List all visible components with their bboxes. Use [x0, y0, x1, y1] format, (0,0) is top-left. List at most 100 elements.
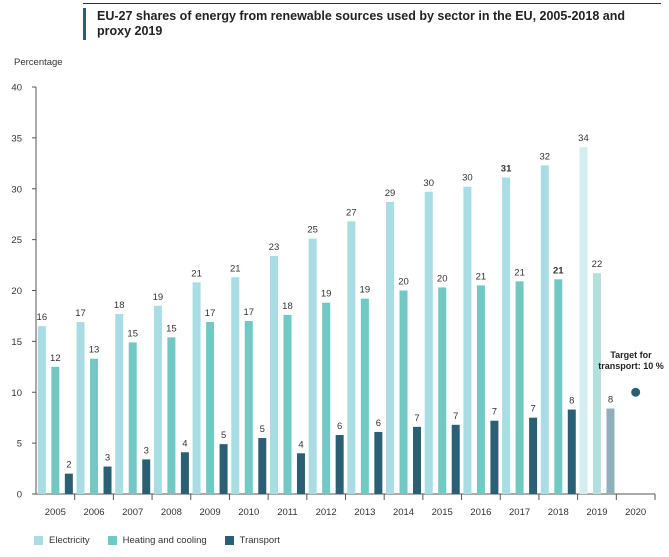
data-label: 20	[398, 277, 409, 288]
y-tick-label: 35	[11, 133, 22, 144]
bar	[502, 177, 511, 494]
x-tick-label: 2009	[200, 507, 221, 518]
bar	[606, 408, 615, 494]
data-label: 15	[127, 328, 138, 339]
data-label: 21	[191, 268, 202, 279]
data-label: 30	[423, 178, 434, 189]
data-label: 21	[514, 267, 525, 278]
chart-title: EU-27 shares of energy from renewable so…	[97, 9, 625, 38]
bar	[399, 290, 408, 494]
bar	[567, 409, 576, 494]
x-tick-label: 2013	[354, 507, 375, 518]
data-label: 19	[360, 285, 371, 296]
y-axis-label: Percentage	[14, 57, 63, 68]
y-tick-label: 15	[11, 337, 22, 348]
x-tick-label: 2008	[161, 507, 182, 518]
data-label: 17	[75, 308, 86, 319]
x-tick-label: 2018	[548, 507, 569, 518]
bar	[37, 326, 46, 494]
bar	[258, 438, 267, 494]
legend-item-electricity: Electricity	[34, 535, 90, 546]
x-tick-label: 2017	[509, 507, 530, 518]
y-tick-label: 25	[11, 235, 22, 246]
legend-swatch-transport	[224, 536, 234, 545]
data-label: 30	[462, 173, 473, 184]
bar	[51, 366, 60, 494]
bar	[115, 313, 124, 494]
bar	[490, 420, 499, 494]
y-tick-label: 10	[11, 388, 22, 399]
data-label: 7	[453, 411, 458, 422]
bar	[540, 165, 549, 494]
bar	[424, 191, 433, 495]
x-tick-label: 2019	[586, 507, 607, 518]
data-label: 22	[592, 259, 603, 270]
bar	[529, 417, 538, 494]
legend: Electricity Heating and cooling Transpor…	[34, 535, 280, 546]
data-label: 32	[539, 151, 550, 162]
bar	[476, 285, 485, 494]
data-label: 18	[114, 300, 125, 311]
data-label: 19	[153, 292, 164, 303]
x-tick-label: 2020	[625, 507, 646, 518]
y-tick-label: 5	[17, 439, 22, 450]
legend-item-heating-cooling: Heating and cooling	[107, 535, 207, 546]
y-tick-label: 30	[11, 184, 22, 195]
data-label: 27	[346, 207, 357, 218]
legend-label-transport: Transport	[239, 535, 280, 546]
data-label: 29	[385, 188, 396, 199]
data-label: 17	[243, 307, 254, 318]
x-tick-label: 2011	[277, 507, 297, 518]
data-label: 23	[269, 242, 280, 253]
bar	[192, 282, 201, 494]
bar	[335, 434, 344, 494]
bar	[592, 273, 601, 494]
data-label: 17	[205, 308, 216, 319]
bar	[463, 186, 472, 494]
legend-label-electricity: Electricity	[49, 535, 90, 546]
title-accent-bar	[83, 8, 86, 40]
bar	[180, 452, 189, 494]
bar	[386, 201, 395, 495]
bar	[374, 431, 383, 494]
legend-swatch-heating-cooling	[107, 536, 117, 545]
title-block: EU-27 shares of energy from renewable so…	[0, 0, 669, 44]
data-label: 12	[50, 353, 61, 364]
bar	[451, 424, 460, 494]
data-label: 21	[230, 263, 241, 274]
data-label: 31	[501, 164, 512, 175]
x-tick-label: 2010	[238, 507, 259, 518]
data-label: 18	[282, 301, 293, 312]
data-label: 3	[144, 445, 149, 456]
bar	[153, 305, 162, 494]
data-label: 13	[89, 345, 100, 356]
bar	[554, 279, 563, 494]
data-label: 5	[260, 424, 265, 435]
bar	[269, 255, 278, 494]
data-label: 34	[578, 133, 589, 144]
data-label: 6	[376, 418, 381, 429]
data-label: 4	[298, 439, 303, 450]
y-tick-label: 0	[17, 490, 22, 501]
bar	[308, 238, 317, 494]
x-tick-label: 2015	[432, 507, 453, 518]
x-tick-label: 2007	[122, 507, 143, 518]
bar	[322, 302, 331, 494]
x-tick-label: 2006	[83, 507, 104, 518]
bar	[90, 358, 99, 494]
bar	[283, 314, 292, 494]
legend-swatch-electricity	[34, 536, 43, 545]
data-label: 3	[105, 453, 110, 464]
bar	[76, 322, 85, 494]
data-label: 4	[182, 438, 187, 449]
bar	[438, 287, 447, 494]
bar	[219, 444, 228, 494]
x-tick-label: 2012	[316, 507, 337, 518]
data-label: 19	[321, 289, 332, 300]
y-tick-label: 20	[11, 286, 22, 297]
data-label: 21	[553, 265, 564, 276]
title-rule	[83, 3, 661, 4]
bar	[515, 281, 524, 494]
data-label: 15	[166, 323, 177, 334]
data-label: 25	[307, 225, 318, 236]
